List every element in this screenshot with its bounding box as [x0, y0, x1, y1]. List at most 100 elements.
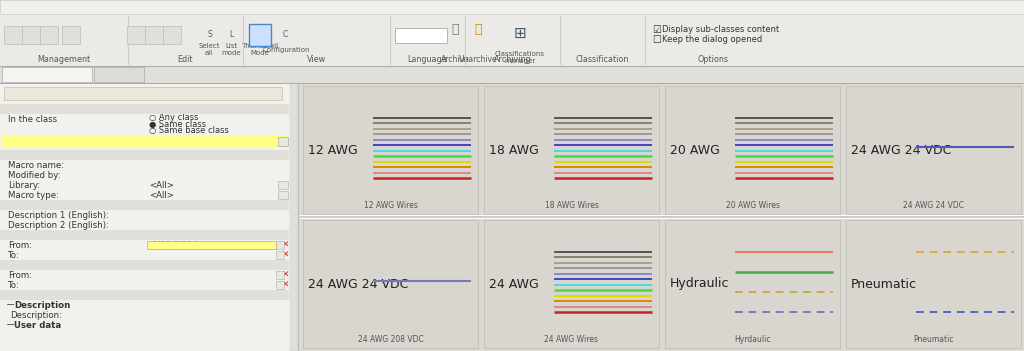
Text: General: General	[14, 151, 54, 159]
Bar	[0, 66, 1024, 67]
Text: ✕ Remove filters: ✕ Remove filters	[103, 89, 179, 98]
Bar	[665, 220, 840, 348]
Text: Description: Description	[14, 200, 73, 210]
Bar	[303, 86, 478, 214]
Text: Archive: Archive	[440, 55, 469, 65]
Text: ▼: ▼	[14, 106, 19, 112]
Bar	[40, 26, 58, 44]
Text: Keep the dialog opened: Keep the dialog opened	[662, 35, 762, 44]
Text: Description 1 (English):: Description 1 (English):	[8, 211, 109, 219]
Bar	[276, 281, 284, 289]
Bar	[147, 241, 276, 249]
Text: S: S	[208, 30, 212, 39]
Text: 24 AWG 208 VDC: 24 AWG 208 VDC	[357, 335, 423, 344]
Bar	[249, 24, 271, 46]
Text: ▽: ▽	[98, 69, 105, 79]
Text: Unarchive: Unarchive	[459, 55, 498, 65]
Bar	[278, 191, 288, 199]
Text: To:: To:	[8, 251, 19, 259]
Text: P: P	[48, 30, 52, 39]
Bar	[276, 251, 284, 259]
Bar	[303, 220, 478, 348]
Bar	[2, 67, 92, 82]
Text: O: O	[11, 30, 17, 39]
Bar	[0, 83, 298, 351]
Text: ▼: ▼	[4, 231, 10, 239]
Bar	[22, 26, 40, 44]
Text: 📦: 📦	[474, 23, 481, 36]
Text: Description:: Description:	[10, 311, 62, 319]
Text: Pneumatic: Pneumatic	[851, 278, 918, 291]
Text: **** Unclassed elements ****: **** Unclassed elements ****	[150, 137, 273, 146]
Text: ★: ★	[4, 2, 14, 12]
Bar	[1, 135, 288, 147]
Text: Modification date: Modification date	[14, 260, 103, 270]
Text: Modified by:: Modified by:	[8, 171, 60, 179]
Text: Archiving: Archiving	[494, 55, 531, 65]
Bar	[145, 26, 163, 44]
Text: <All>: <All>	[150, 180, 174, 190]
Bar	[846, 86, 1021, 214]
Text: −: −	[4, 199, 14, 212]
Text: 24 AWG 24 VDC: 24 AWG 24 VDC	[308, 278, 409, 291]
Text: ○ Same base class: ○ Same base class	[150, 126, 229, 135]
Text: ● Same class: ● Same class	[150, 119, 206, 128]
Bar	[300, 217, 1024, 218]
Text: Select
all: Select all	[199, 43, 220, 56]
Text: To:: To:	[8, 280, 19, 290]
Text: 24 AWG 24 VDC: 24 AWG 24 VDC	[903, 200, 964, 210]
Text: ▾: ▾	[282, 192, 285, 198]
Text: 📦: 📦	[452, 23, 459, 36]
Bar	[94, 67, 144, 82]
Text: From:: From:	[8, 271, 32, 279]
Text: Options: Options	[697, 55, 728, 65]
Text: 18 AWG Wires: 18 AWG Wires	[545, 200, 598, 210]
Text: Library:: Library:	[8, 180, 40, 190]
Text: ✕: ✕	[283, 271, 290, 279]
Bar	[0, 150, 289, 160]
Text: −: −	[4, 148, 14, 161]
Bar	[278, 137, 288, 146]
Text: Macros manager: Macros manager	[17, 2, 98, 12]
Text: ☑: ☑	[652, 25, 660, 35]
Text: List
mode: List mode	[221, 43, 241, 56]
Text: <All>: <All>	[150, 191, 174, 199]
Text: ▾: ▾	[441, 30, 445, 39]
Text: Creation date: Creation date	[20, 231, 90, 239]
Text: C: C	[153, 30, 158, 39]
Text: −: −	[4, 258, 14, 272]
Bar	[0, 83, 1024, 84]
Text: ✕: ✕	[283, 251, 290, 259]
Bar	[300, 216, 1024, 217]
Text: 24 AWG: 24 AWG	[489, 278, 539, 291]
Text: −: −	[6, 320, 15, 330]
Text: ○ Any class: ○ Any class	[150, 113, 199, 121]
Text: Classifications
manager: Classifications manager	[495, 52, 545, 65]
Bar	[290, 83, 298, 351]
Bar	[484, 86, 659, 214]
Bar	[278, 181, 288, 189]
Text: Hydraulic: Hydraulic	[670, 278, 729, 291]
Text: Description 2 (English):: Description 2 (English):	[8, 220, 109, 230]
Text: L: L	[229, 30, 233, 39]
Text: 📗: 📗	[5, 137, 10, 146]
Bar	[0, 104, 289, 114]
Text: Language: Language	[408, 55, 447, 65]
Text: D: D	[29, 30, 35, 39]
Bar	[62, 26, 80, 44]
Bar	[276, 241, 284, 249]
Text: 20 AWG: 20 AWG	[670, 144, 720, 157]
Bar	[0, 260, 289, 270]
Text: Pneumatic: Pneumatic	[913, 335, 953, 344]
Text: Filters: Filters	[109, 69, 138, 79]
Text: Thumbnail
Mode: Thumbnail Mode	[242, 43, 279, 56]
Text: Macro type:: Macro type:	[8, 191, 59, 199]
Bar	[0, 200, 289, 210]
Text: −: −	[6, 300, 15, 310]
Text: 5/22/2020: 5/22/2020	[151, 240, 199, 250]
Text: Edit: Edit	[178, 55, 194, 65]
Text: C: C	[134, 30, 139, 39]
Text: ▾: ▾	[279, 272, 282, 278]
Text: From:: From:	[8, 240, 32, 250]
Text: Classification: Classification	[575, 55, 629, 65]
